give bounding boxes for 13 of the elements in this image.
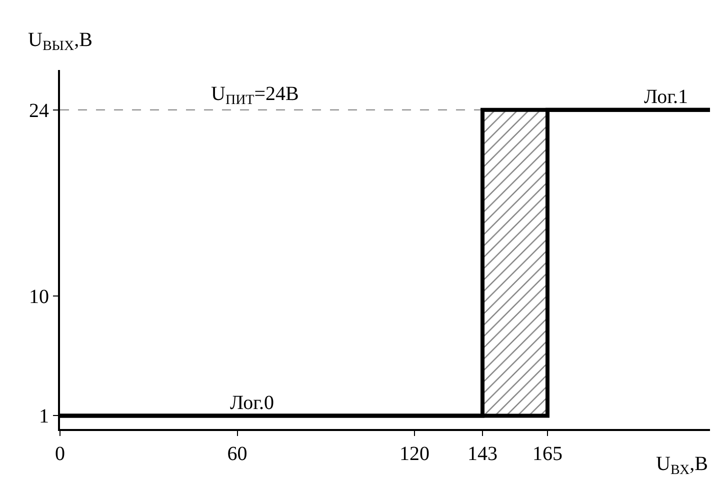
x-axis-title: U$_{ВХ}$,В xyxy=(656,453,708,478)
x-tick-label: 143 xyxy=(468,443,498,465)
y-tick-label: 10 xyxy=(29,286,49,308)
y-tick-label: 24 xyxy=(29,100,49,122)
y-tick-label: 1 xyxy=(39,406,49,428)
ref-line-label: U$_{ПИТ}$=24В xyxy=(211,83,299,108)
x-tick-label: 120 xyxy=(400,443,430,465)
annotation: Лог.1 xyxy=(644,86,688,108)
x-tick-label: 0 xyxy=(55,443,65,465)
annotation: Лог.0 xyxy=(230,392,274,414)
y-axis-title: U$_{ВЫХ}$,В xyxy=(28,29,92,54)
x-tick-label: 165 xyxy=(532,443,562,465)
x-tick-label: 60 xyxy=(227,443,248,465)
